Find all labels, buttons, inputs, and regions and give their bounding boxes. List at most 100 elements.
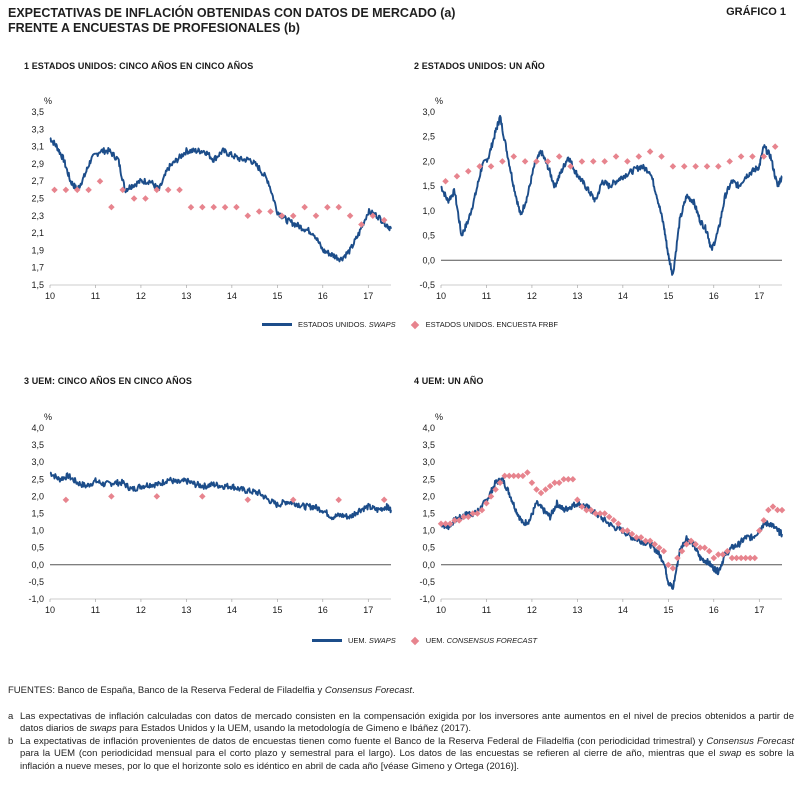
y-tick-label: 2,5 <box>31 474 44 484</box>
series-point-survey <box>565 476 572 483</box>
series-point-survey <box>478 506 486 514</box>
series-point-survey <box>335 496 342 504</box>
x-tick-label: 16 <box>709 605 719 615</box>
series-point-survey <box>469 510 477 517</box>
series-point-survey <box>492 486 499 493</box>
series-line-swaps <box>49 137 392 263</box>
y-unit-label: % <box>44 412 52 422</box>
series-point-survey <box>324 203 331 211</box>
series-point-survey <box>533 486 540 493</box>
series-point-survey <box>674 554 681 562</box>
series-point-survey <box>142 195 149 202</box>
x-tick-label: 12 <box>136 605 146 615</box>
series-point-survey <box>505 472 513 480</box>
y-tick-label: 1,7 <box>31 263 44 273</box>
series-point-survey <box>715 551 722 558</box>
figure-title-line2: FRENTE A ENCUESTAS DE PROFESIONALES (b) <box>8 21 300 35</box>
y-tick-label: 4,0 <box>422 423 435 433</box>
series-point-survey <box>346 212 354 220</box>
series-point-survey <box>665 561 672 569</box>
series-point-survey <box>221 203 229 211</box>
series-point-survey <box>751 554 758 562</box>
series-point-survey <box>749 153 756 160</box>
series-point-survey <box>592 510 599 517</box>
series-point-survey <box>612 153 620 160</box>
x-tick-label: 12 <box>136 291 146 301</box>
series-point-survey <box>646 148 654 155</box>
series-point-survey <box>446 520 454 528</box>
x-tick-label: 11 <box>91 291 100 301</box>
series-point-survey <box>601 158 608 165</box>
y-tick-label: 3,0 <box>422 457 435 467</box>
series-point-survey <box>569 476 577 483</box>
panel-1-title: 1 ESTADOS UNIDOS: CINCO AÑOS EN CINCO AÑ… <box>24 61 254 71</box>
series-point-survey <box>187 203 195 211</box>
figure-label: GRÁFICO 1 <box>726 6 786 18</box>
legend-uem-survey-label: UEM. CONSENSUS FORECAST <box>425 636 538 645</box>
series-point-survey <box>578 503 586 510</box>
note-b-text: La expectativas de inflación proveniente… <box>20 735 795 772</box>
series-point-survey <box>678 547 686 555</box>
figure-title-line1: EXPECTATIVAS DE INFLACIÓN OBTENIDAS CON … <box>8 6 456 20</box>
series-point-survey <box>255 208 263 215</box>
series-point-survey <box>108 203 115 211</box>
series-point-survey <box>555 153 563 160</box>
x-tick-label: 14 <box>618 605 628 615</box>
series-point-survey <box>335 203 342 211</box>
x-tick-label: 10 <box>436 291 446 301</box>
y-tick-label: 1,5 <box>422 181 435 191</box>
y-tick-label: 1,0 <box>422 526 435 536</box>
series-point-survey <box>199 203 206 211</box>
series-point-survey <box>769 503 777 510</box>
series-point-survey <box>778 506 786 514</box>
series-point-survey <box>483 499 490 507</box>
series-point-survey <box>537 489 545 497</box>
series-point-survey <box>719 551 727 558</box>
series-point-survey <box>108 493 115 500</box>
x-tick-label: 17 <box>754 291 764 301</box>
x-tick-label: 16 <box>709 291 719 301</box>
series-point-survey <box>771 143 779 150</box>
series-point-survey <box>119 186 126 194</box>
x-tick-label: 14 <box>227 605 237 615</box>
series-point-survey <box>153 186 161 194</box>
series-point-survey <box>476 163 483 170</box>
series-point-survey <box>176 186 183 194</box>
series-point-survey <box>605 513 613 521</box>
series-point-survey <box>62 496 70 504</box>
series-line-swaps <box>440 477 783 590</box>
y-tick-label: 0,5 <box>422 231 435 241</box>
legend-uem-swaps-swatch <box>312 639 342 642</box>
x-tick-label: 17 <box>363 605 373 615</box>
series-point-survey <box>658 153 665 160</box>
series-point-survey <box>301 203 308 211</box>
series-point-survey <box>637 534 645 541</box>
legend-uem-swaps-label: UEM. SWAPS <box>348 636 396 645</box>
note-b-marker: b <box>8 735 14 747</box>
series-point-survey <box>578 158 586 165</box>
series-point-survey <box>760 153 768 160</box>
series-point-survey <box>726 158 733 165</box>
series-point-survey <box>619 527 627 534</box>
series-point-survey <box>487 493 495 500</box>
y-tick-label: 2,3 <box>31 211 44 221</box>
series-point-survey <box>451 517 458 524</box>
y-unit-label: % <box>435 96 443 106</box>
y-tick-label: 3,5 <box>31 440 44 450</box>
legend-us-survey-label: ESTADOS UNIDOS. ENCUESTA FRBF <box>425 320 558 329</box>
series-point-survey <box>683 541 690 548</box>
series-point-survey <box>73 186 81 194</box>
series-point-survey <box>233 203 240 211</box>
series-point-survey <box>437 520 445 528</box>
y-unit-label: % <box>44 96 52 106</box>
series-point-survey <box>510 472 517 480</box>
series-point-survey <box>724 547 731 555</box>
x-tick-label: 17 <box>754 605 764 615</box>
series-point-survey <box>742 554 749 562</box>
y-tick-label: 3,0 <box>31 457 44 467</box>
y-tick-label: 0,0 <box>422 560 435 570</box>
series-point-survey <box>278 212 286 220</box>
legend-us-swaps-swatch <box>262 323 292 326</box>
series-point-survey <box>710 554 718 562</box>
